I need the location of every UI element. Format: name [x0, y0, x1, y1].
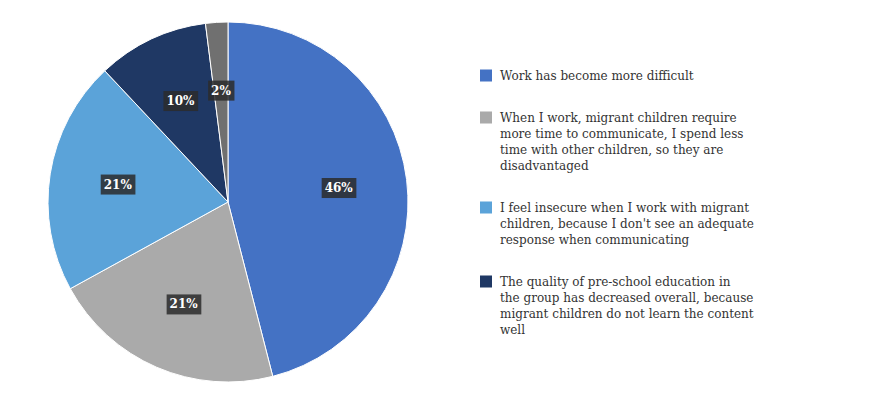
data-label-box: [208, 81, 234, 101]
legend-line: the group has decreased overall, because: [500, 291, 753, 305]
data-label-group: 21%: [167, 294, 202, 314]
data-label-box: [163, 91, 198, 111]
data-label-box: [322, 178, 357, 198]
data-label-box: [167, 294, 202, 314]
data-label-box: [101, 175, 136, 195]
legend-line: children, because I don't see an adequat…: [500, 217, 754, 231]
legend-line: When I work, migrant children require: [500, 111, 737, 125]
legend-line: response when communicating: [500, 233, 690, 247]
data-label-group: 21%: [101, 175, 136, 195]
data-label: 21%: [104, 178, 133, 192]
legend: Work has become more difficult When I wor…: [480, 69, 754, 337]
legend-line: more time to communicate, I spend less: [500, 127, 743, 141]
legend-line: migrant children do not learn the conten…: [500, 307, 754, 321]
data-labels: 46% 21% 21% 10% 2%: [101, 81, 357, 315]
slices: [48, 22, 408, 382]
data-label-group: 2%: [208, 81, 234, 101]
legend-line: The quality of pre-school education in: [500, 275, 731, 289]
legend-entry: I feel insecure when I work with migrant…: [500, 201, 754, 247]
legend-entry: Work has become more difficult: [500, 69, 694, 83]
legend-entry: The quality of pre-school education in th…: [500, 275, 754, 337]
legend-swatch: [480, 70, 492, 82]
data-label: 2%: [211, 84, 231, 98]
data-label: 46%: [325, 181, 354, 195]
data-label-group: 10%: [163, 91, 198, 111]
data-label-group: 46%: [322, 178, 357, 198]
legend-line: I feel insecure when I work with migrant: [500, 201, 749, 215]
legend-line: well: [500, 323, 525, 337]
legend-swatch: [480, 276, 492, 288]
legend-line: disadvantaged: [500, 159, 589, 173]
legend-line: Work has become more difficult: [500, 69, 694, 83]
legend-line: time with other children, so they are: [500, 143, 723, 157]
pie-slice: [205, 22, 228, 202]
data-label: 21%: [170, 297, 199, 311]
legend-swatch: [480, 202, 492, 214]
legend-swatch: [480, 112, 492, 124]
data-label: 10%: [166, 94, 195, 108]
chart: 46% 21% 21% 10% 2% Work has become more diffi…: [0, 0, 878, 405]
legend-entry: When I work, migrant children require mor…: [500, 111, 743, 173]
